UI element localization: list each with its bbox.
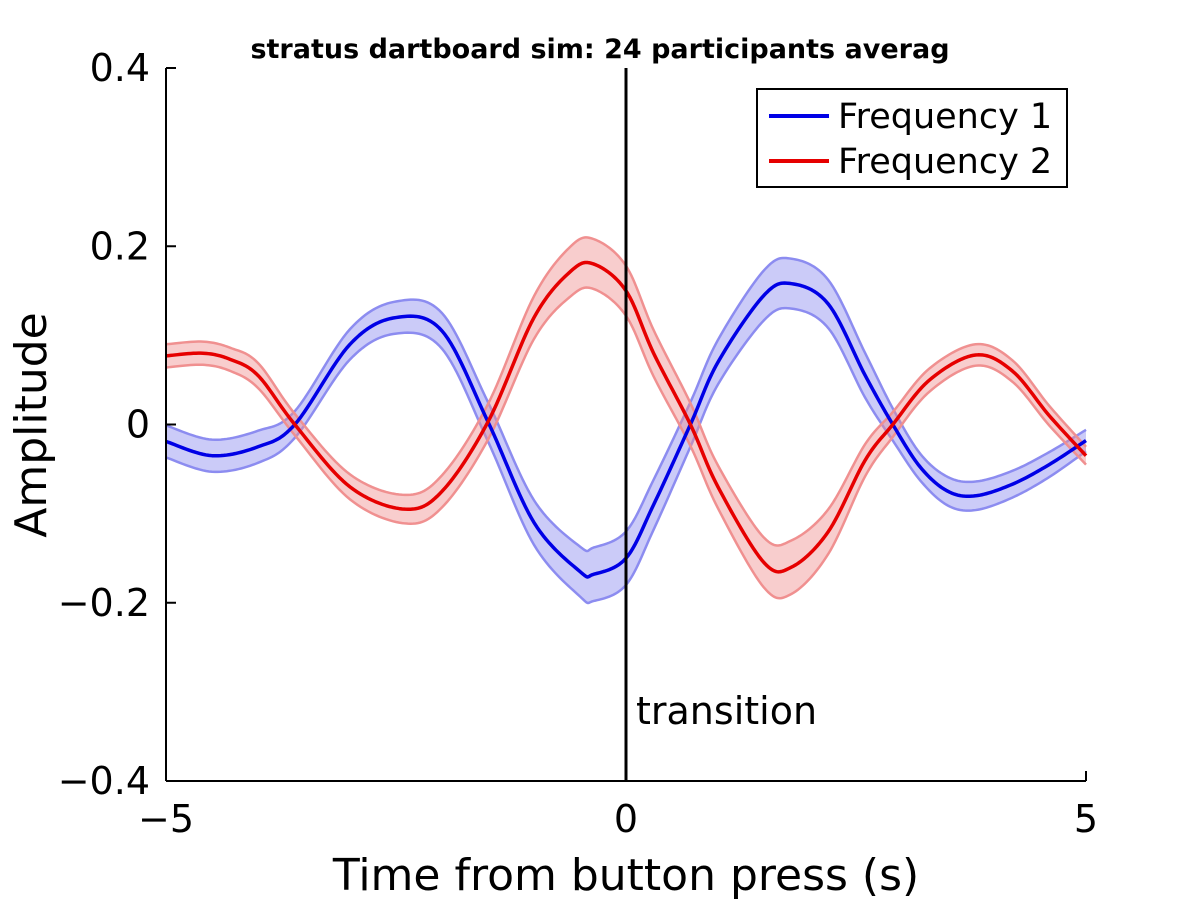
y-tick-label: 0.2 (90, 224, 150, 268)
y-axis-ticks: −0.4 −0.2 0 0.2 0.4 (58, 46, 176, 803)
y-tick-label: 0 (126, 403, 150, 447)
y-tick-label: −0.2 (58, 581, 150, 625)
x-axis-ticks: −5 0 5 (138, 771, 1098, 841)
y-axis-label: Amplitude (6, 312, 57, 537)
y-tick-label: 0.4 (90, 46, 150, 90)
band-lower-frequency-2 (165, 286, 1087, 600)
band-upper-frequency-2 (165, 236, 1087, 547)
transition-label: transition (636, 689, 817, 733)
legend-label-frequency-1: Frequency 1 (838, 97, 1052, 137)
band-lower-frequency-1 (165, 306, 1087, 605)
x-tick-label: 5 (1074, 797, 1098, 841)
series-line-frequency-1 (165, 281, 1087, 579)
series-lines (165, 260, 1088, 579)
legend: Frequency 1 Frequency 2 (756, 88, 1068, 188)
legend-label-frequency-2: Frequency 2 (838, 142, 1052, 182)
chart-title: stratus dartboard sim: 24 participants a… (250, 34, 949, 65)
x-axis-label: Time from button press (s) (332, 850, 919, 900)
x-tick-label: −5 (138, 797, 194, 841)
legend-box (756, 88, 1068, 188)
band-frequency-1 (166, 257, 1086, 603)
series-line-frequency-2 (165, 260, 1088, 574)
band-upper-frequency-1 (165, 256, 1087, 553)
x-tick-label: 0 (614, 797, 638, 841)
y-tick-label: −0.4 (58, 759, 150, 803)
